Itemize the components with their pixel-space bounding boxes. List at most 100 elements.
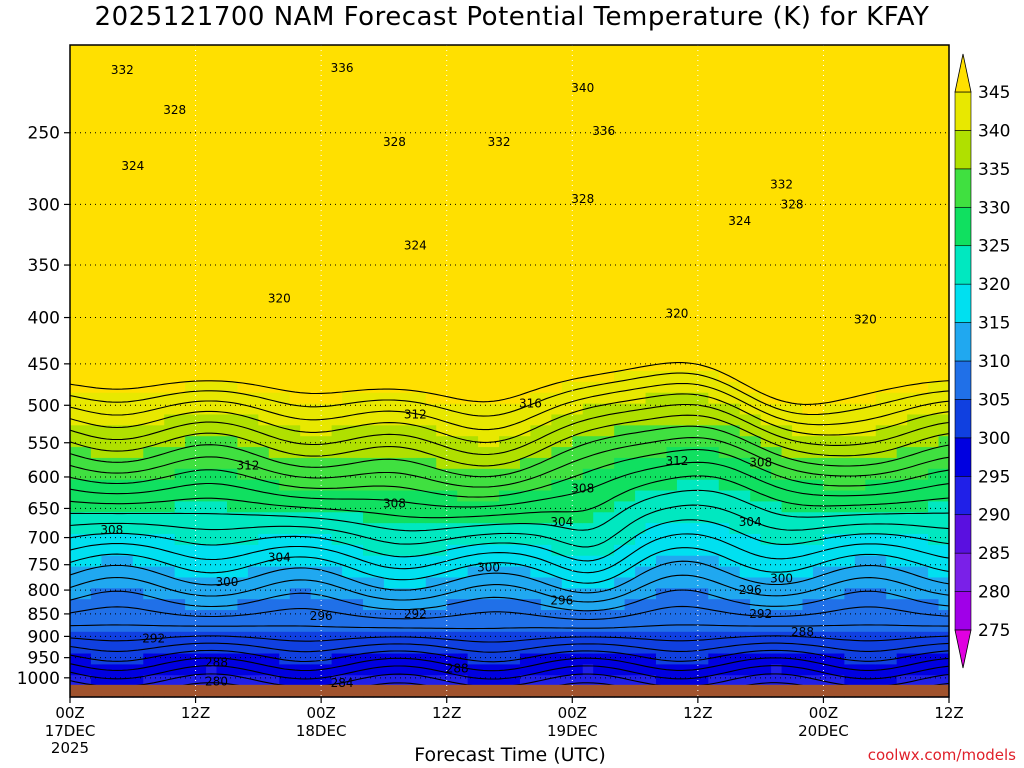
- field-cell: [122, 240, 134, 253]
- field-cell: [582, 457, 594, 470]
- field-cell: [383, 142, 395, 155]
- field-cell: [268, 273, 280, 285]
- field-cell: [656, 631, 668, 644]
- field-cell: [656, 251, 668, 263]
- field-cell: [614, 392, 626, 405]
- field-cell: [268, 327, 280, 339]
- field-cell: [530, 262, 542, 274]
- field-cell: [624, 447, 636, 459]
- field-cell: [854, 316, 866, 329]
- field-cell: [833, 99, 845, 111]
- field-cell: [750, 186, 762, 198]
- field-cell: [226, 197, 239, 209]
- field-cell: [781, 468, 793, 481]
- plot-area: [70, 45, 950, 698]
- field-cell: [415, 88, 427, 100]
- field-cell: [488, 642, 500, 655]
- field-cell: [404, 197, 416, 209]
- field-cell: [792, 284, 804, 296]
- field-cell: [823, 544, 835, 557]
- field-cell: [90, 55, 102, 68]
- field-cell: [645, 251, 657, 263]
- field-cell: [394, 479, 406, 492]
- field-cell: [833, 164, 845, 176]
- field-cell: [373, 77, 385, 90]
- field-cell: [226, 218, 239, 231]
- field-cell: [645, 425, 657, 437]
- field-cell: [687, 77, 699, 90]
- field-cell: [886, 403, 898, 416]
- field-cell: [812, 294, 825, 307]
- field-cell: [614, 544, 626, 557]
- field-cell: [593, 349, 605, 361]
- field-cell: [467, 479, 479, 492]
- field-cell: [279, 653, 291, 665]
- field-cell: [122, 45, 134, 57]
- field-cell: [446, 153, 458, 166]
- field-cell: [488, 153, 500, 166]
- field-cell: [132, 523, 144, 535]
- field-cell: [446, 66, 458, 79]
- field-cell: [415, 186, 427, 198]
- field-cell: [771, 294, 783, 307]
- field-cell: [446, 392, 458, 405]
- field-cell: [279, 55, 291, 68]
- field-cell: [844, 436, 856, 448]
- field-cell: [697, 218, 709, 231]
- field-cell: [781, 262, 793, 274]
- field-cell: [404, 577, 416, 589]
- field-cell: [279, 316, 291, 329]
- field-cell: [833, 544, 845, 557]
- field-cell: [446, 555, 458, 568]
- field-cell: [718, 273, 730, 285]
- field-cell: [614, 371, 626, 383]
- field-cell: [917, 229, 929, 242]
- field-cell: [185, 142, 197, 155]
- field-cell: [268, 77, 280, 90]
- field-cell: [310, 468, 322, 481]
- field-cell: [792, 262, 804, 274]
- field-cell: [80, 131, 92, 144]
- field-cell: [812, 316, 825, 329]
- field-cell: [519, 479, 532, 492]
- field-cell: [394, 164, 406, 176]
- field-cell: [812, 610, 825, 622]
- field-cell: [812, 403, 825, 416]
- field-cell: [394, 186, 406, 198]
- field-cell: [499, 653, 511, 665]
- field-cell: [687, 229, 699, 242]
- field-cell: [310, 88, 322, 100]
- field-cell: [718, 544, 730, 557]
- field-cell: [373, 534, 385, 546]
- field-cell: [373, 381, 385, 394]
- field-cell: [488, 414, 500, 426]
- field-cell: [436, 197, 448, 209]
- field-cell: [823, 675, 835, 687]
- field-cell: [603, 153, 615, 166]
- field-cell: [373, 294, 385, 307]
- field-cell: [499, 142, 511, 155]
- field-cell: [771, 360, 783, 372]
- field-cell: [289, 360, 301, 372]
- field-cell: [635, 631, 647, 644]
- field-cell: [750, 534, 762, 546]
- field-cell: [478, 588, 490, 600]
- field-cell: [132, 425, 144, 437]
- field-cell: [279, 555, 291, 568]
- field-cell: [509, 534, 521, 546]
- field-cell: [352, 675, 364, 687]
- field-cell: [823, 175, 835, 187]
- field-cell: [718, 338, 730, 350]
- field-cell: [321, 294, 333, 307]
- field-cell: [101, 240, 113, 253]
- field-cell: [467, 371, 479, 383]
- field-cell: [310, 186, 322, 198]
- field-cell: [352, 490, 364, 502]
- field-cell: [833, 381, 845, 394]
- field-cell: [289, 588, 301, 600]
- field-cell: [697, 294, 709, 307]
- field-cell: [300, 479, 312, 492]
- field-cell: [875, 381, 887, 394]
- field-cell: [896, 284, 908, 296]
- field-cell: [697, 121, 709, 133]
